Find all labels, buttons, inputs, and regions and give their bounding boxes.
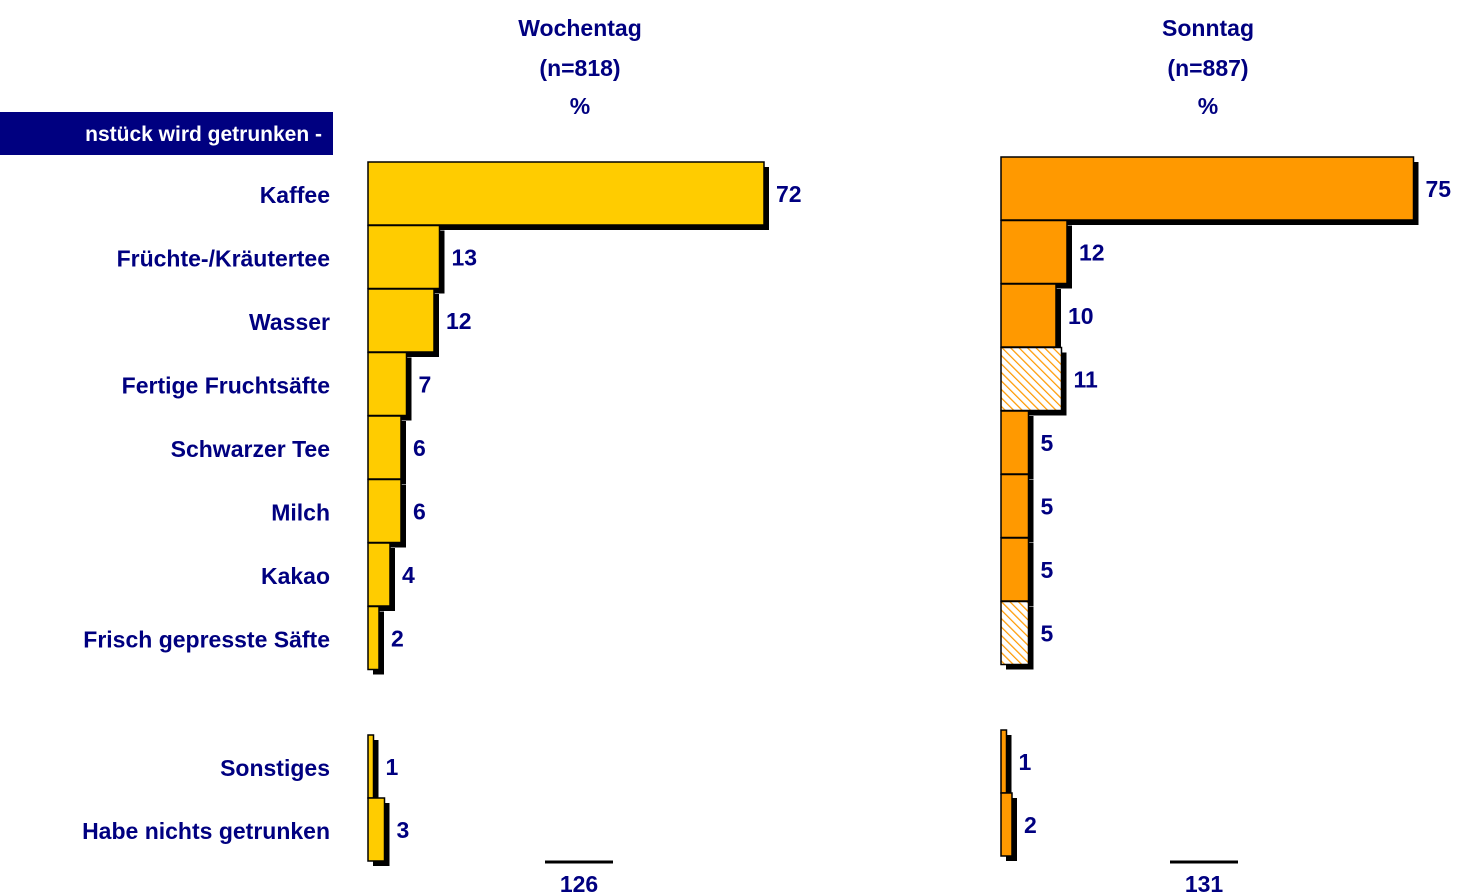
category-label: Fertige Fruchtsäfte — [122, 373, 330, 399]
bar — [367, 734, 375, 799]
unit-label: % — [1198, 93, 1218, 119]
value-label: 6 — [413, 499, 426, 525]
bar — [1000, 600, 1030, 666]
bar — [1000, 283, 1057, 348]
value-label: 7 — [419, 372, 432, 398]
value-label: 2 — [1024, 812, 1037, 838]
bar — [1000, 792, 1013, 857]
total: 126 — [560, 871, 598, 896]
value-label: 5 — [1041, 621, 1054, 647]
value-label: 5 — [1041, 557, 1054, 583]
value-label: 5 — [1041, 430, 1054, 456]
header-box — [0, 112, 333, 155]
value-label: 12 — [1079, 240, 1105, 266]
header: nstück wird getrunken - — [85, 123, 322, 146]
value-label: 12 — [446, 308, 472, 334]
unit-label: % — [570, 93, 590, 119]
bar — [1000, 156, 1415, 221]
bar — [1000, 729, 1008, 794]
bar — [367, 478, 402, 544]
bar — [1000, 537, 1030, 602]
bar — [367, 605, 380, 671]
category-label: Kakao — [261, 563, 330, 589]
bar — [367, 351, 408, 417]
bar — [367, 542, 391, 607]
bar — [1000, 346, 1063, 412]
category-label: Schwarzer Tee — [171, 436, 330, 462]
value-label: 1 — [1019, 749, 1032, 775]
panel-title: Wochentag — [518, 15, 642, 41]
category-label: Milch — [271, 500, 330, 526]
value-label: 10 — [1068, 303, 1094, 329]
category-label: Habe nichts getrunken — [82, 818, 330, 844]
bar — [367, 415, 402, 480]
panel-subtitle: (n=887) — [1167, 55, 1248, 81]
total: 131 — [1185, 871, 1224, 896]
bar — [367, 161, 765, 226]
bar — [1000, 219, 1068, 285]
value-label: 11 — [1074, 367, 1099, 393]
bar — [1000, 473, 1030, 539]
category-label: Kaffee — [260, 182, 330, 208]
value-label: 3 — [397, 817, 410, 843]
value-label: 13 — [452, 245, 478, 271]
bar — [367, 224, 441, 290]
panel-subtitle: (n=818) — [539, 55, 620, 81]
bar — [367, 797, 386, 862]
panel-title: Sonntag — [1162, 15, 1254, 41]
bar — [367, 288, 435, 353]
value-label: 75 — [1426, 176, 1452, 202]
value-label: 72 — [776, 181, 802, 207]
category-label: Frisch gepresste Säfte — [83, 627, 330, 653]
bar — [1000, 410, 1030, 475]
value-label: 1 — [386, 754, 399, 780]
bar-shadow — [373, 740, 379, 803]
category-label: Sonstiges — [220, 755, 330, 781]
value-label: 2 — [391, 626, 404, 652]
value-label: 5 — [1041, 494, 1054, 520]
category-label: Wasser — [249, 309, 330, 335]
value-label: 4 — [402, 562, 415, 588]
category-label: Früchte-/Kräutertee — [117, 246, 330, 272]
value-label: 6 — [413, 435, 426, 461]
bar-shadow — [1006, 735, 1012, 798]
